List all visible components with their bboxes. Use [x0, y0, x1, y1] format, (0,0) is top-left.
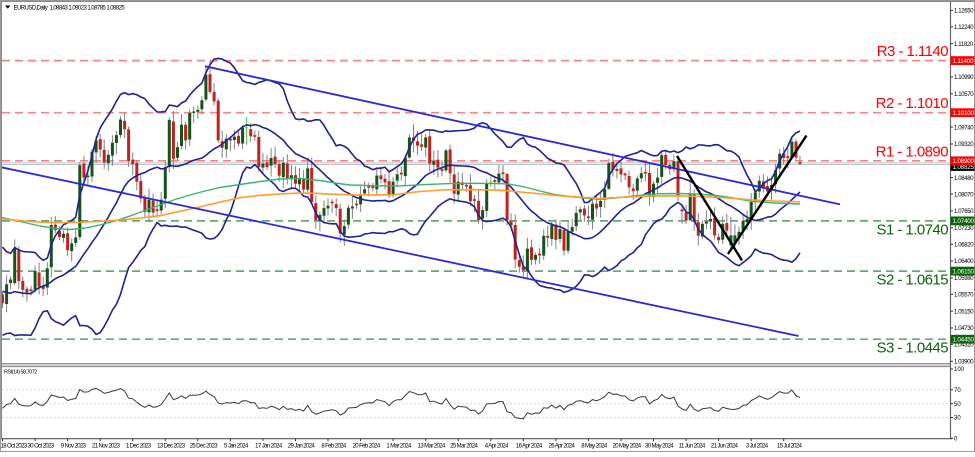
svg-text:1.08480: 1.08480 — [954, 176, 974, 182]
svg-text:1 Dec 2023: 1 Dec 2023 — [126, 444, 152, 450]
svg-text:1.06400: 1.06400 — [954, 259, 974, 265]
svg-text:1.10570: 1.10570 — [954, 92, 974, 98]
svg-text:9 Nov 2023: 9 Nov 2023 — [61, 444, 87, 450]
svg-text:1.05150: 1.05150 — [954, 309, 974, 315]
svg-text:1.09320: 1.09320 — [954, 142, 974, 148]
svg-text:RSI(14) 58.7072: RSI(14) 58.7072 — [4, 370, 37, 376]
svg-text:S2 - 1.0615: S2 - 1.0615 — [876, 272, 948, 289]
svg-text:1.05570: 1.05570 — [954, 293, 974, 299]
svg-text:1.12650: 1.12650 — [954, 9, 974, 15]
svg-text:15 Jul 2024: 15 Jul 2024 — [777, 444, 803, 450]
svg-text:30 May 2024: 30 May 2024 — [645, 444, 674, 450]
svg-text:13 Mar 2024: 13 Mar 2024 — [418, 444, 446, 450]
svg-text:1.04450: 1.04450 — [953, 337, 975, 344]
svg-text:1.08825: 1.08825 — [953, 164, 975, 171]
svg-text:0: 0 — [954, 437, 958, 443]
svg-text:1.03900: 1.03900 — [954, 360, 974, 366]
svg-text:25 Dec 2023: 25 Dec 2023 — [190, 444, 219, 450]
svg-text:1.04320: 1.04320 — [954, 343, 974, 349]
svg-text:1.08070: 1.08070 — [954, 192, 974, 198]
svg-text:20 May 2024: 20 May 2024 — [612, 444, 641, 450]
svg-text:1.10100: 1.10100 — [953, 110, 975, 117]
svg-text:1.07230: 1.07230 — [954, 226, 974, 232]
svg-text:70: 70 — [954, 388, 961, 394]
svg-text:3 Jul 2024: 3 Jul 2024 — [746, 444, 769, 450]
svg-text:20 Feb 2024: 20 Feb 2024 — [353, 444, 381, 450]
svg-text:1.08900: 1.08900 — [953, 158, 975, 165]
svg-text:21 Nov 2023: 21 Nov 2023 — [92, 444, 121, 450]
svg-text:25 Mar 2024: 25 Mar 2024 — [450, 444, 478, 450]
svg-text:1.06820: 1.06820 — [954, 242, 974, 248]
svg-text:5 Jan 2024: 5 Jan 2024 — [224, 444, 249, 450]
svg-text:29 Jan 2024: 29 Jan 2024 — [288, 444, 316, 450]
svg-text:1 Mar 2024: 1 Mar 2024 — [386, 444, 412, 450]
svg-text:1.07650: 1.07650 — [954, 209, 974, 215]
svg-text:11 Jun 2024: 11 Jun 2024 — [679, 444, 706, 450]
svg-text:100: 100 — [954, 367, 965, 373]
svg-text:R2 - 1.1010: R2 - 1.1010 — [876, 95, 949, 112]
svg-text:R3 - 1.1140: R3 - 1.1140 — [877, 43, 948, 60]
svg-text:18 Oct 2023: 18 Oct 2023 — [1, 444, 28, 450]
svg-text:30 Oct 2023: 30 Oct 2023 — [28, 444, 55, 450]
svg-text:EURUSD,Daily 1.08843 1.09023: EURUSD,Daily 1.08843 1.09023 1.08785 1.0… — [14, 5, 126, 11]
svg-text:16 Apr 2024: 16 Apr 2024 — [516, 444, 543, 450]
svg-text:1.11400: 1.11400 — [953, 58, 975, 65]
svg-text:1.11820: 1.11820 — [954, 42, 974, 48]
svg-text:8 Feb 2024: 8 Feb 2024 — [321, 444, 347, 450]
svg-text:S1 - 1.0740: S1 - 1.0740 — [876, 221, 948, 238]
svg-text:R1 - 1.0890: R1 - 1.0890 — [876, 143, 949, 160]
svg-text:1.05980: 1.05980 — [954, 276, 974, 282]
svg-text:1.09740: 1.09740 — [954, 125, 974, 131]
svg-text:1.04730: 1.04730 — [954, 326, 974, 332]
svg-text:13 Dec 2023: 13 Dec 2023 — [157, 444, 186, 450]
svg-text:1.10990: 1.10990 — [954, 75, 974, 81]
svg-text:S3 - 1.0445: S3 - 1.0445 — [876, 340, 948, 357]
svg-text:1.12240: 1.12240 — [954, 25, 974, 31]
svg-text:50: 50 — [954, 402, 961, 408]
svg-text:8 May 2024: 8 May 2024 — [581, 444, 608, 450]
svg-text:1.07400: 1.07400 — [953, 218, 975, 225]
svg-text:17 Jan 2024: 17 Jan 2024 — [255, 444, 283, 450]
svg-text:4 Apr 2024: 4 Apr 2024 — [485, 444, 509, 450]
svg-text:26 Apr 2024: 26 Apr 2024 — [549, 444, 576, 450]
svg-text:21 Jun 2024: 21 Jun 2024 — [711, 444, 739, 450]
svg-text:1.06150: 1.06150 — [953, 268, 975, 275]
svg-text:30: 30 — [954, 416, 961, 422]
